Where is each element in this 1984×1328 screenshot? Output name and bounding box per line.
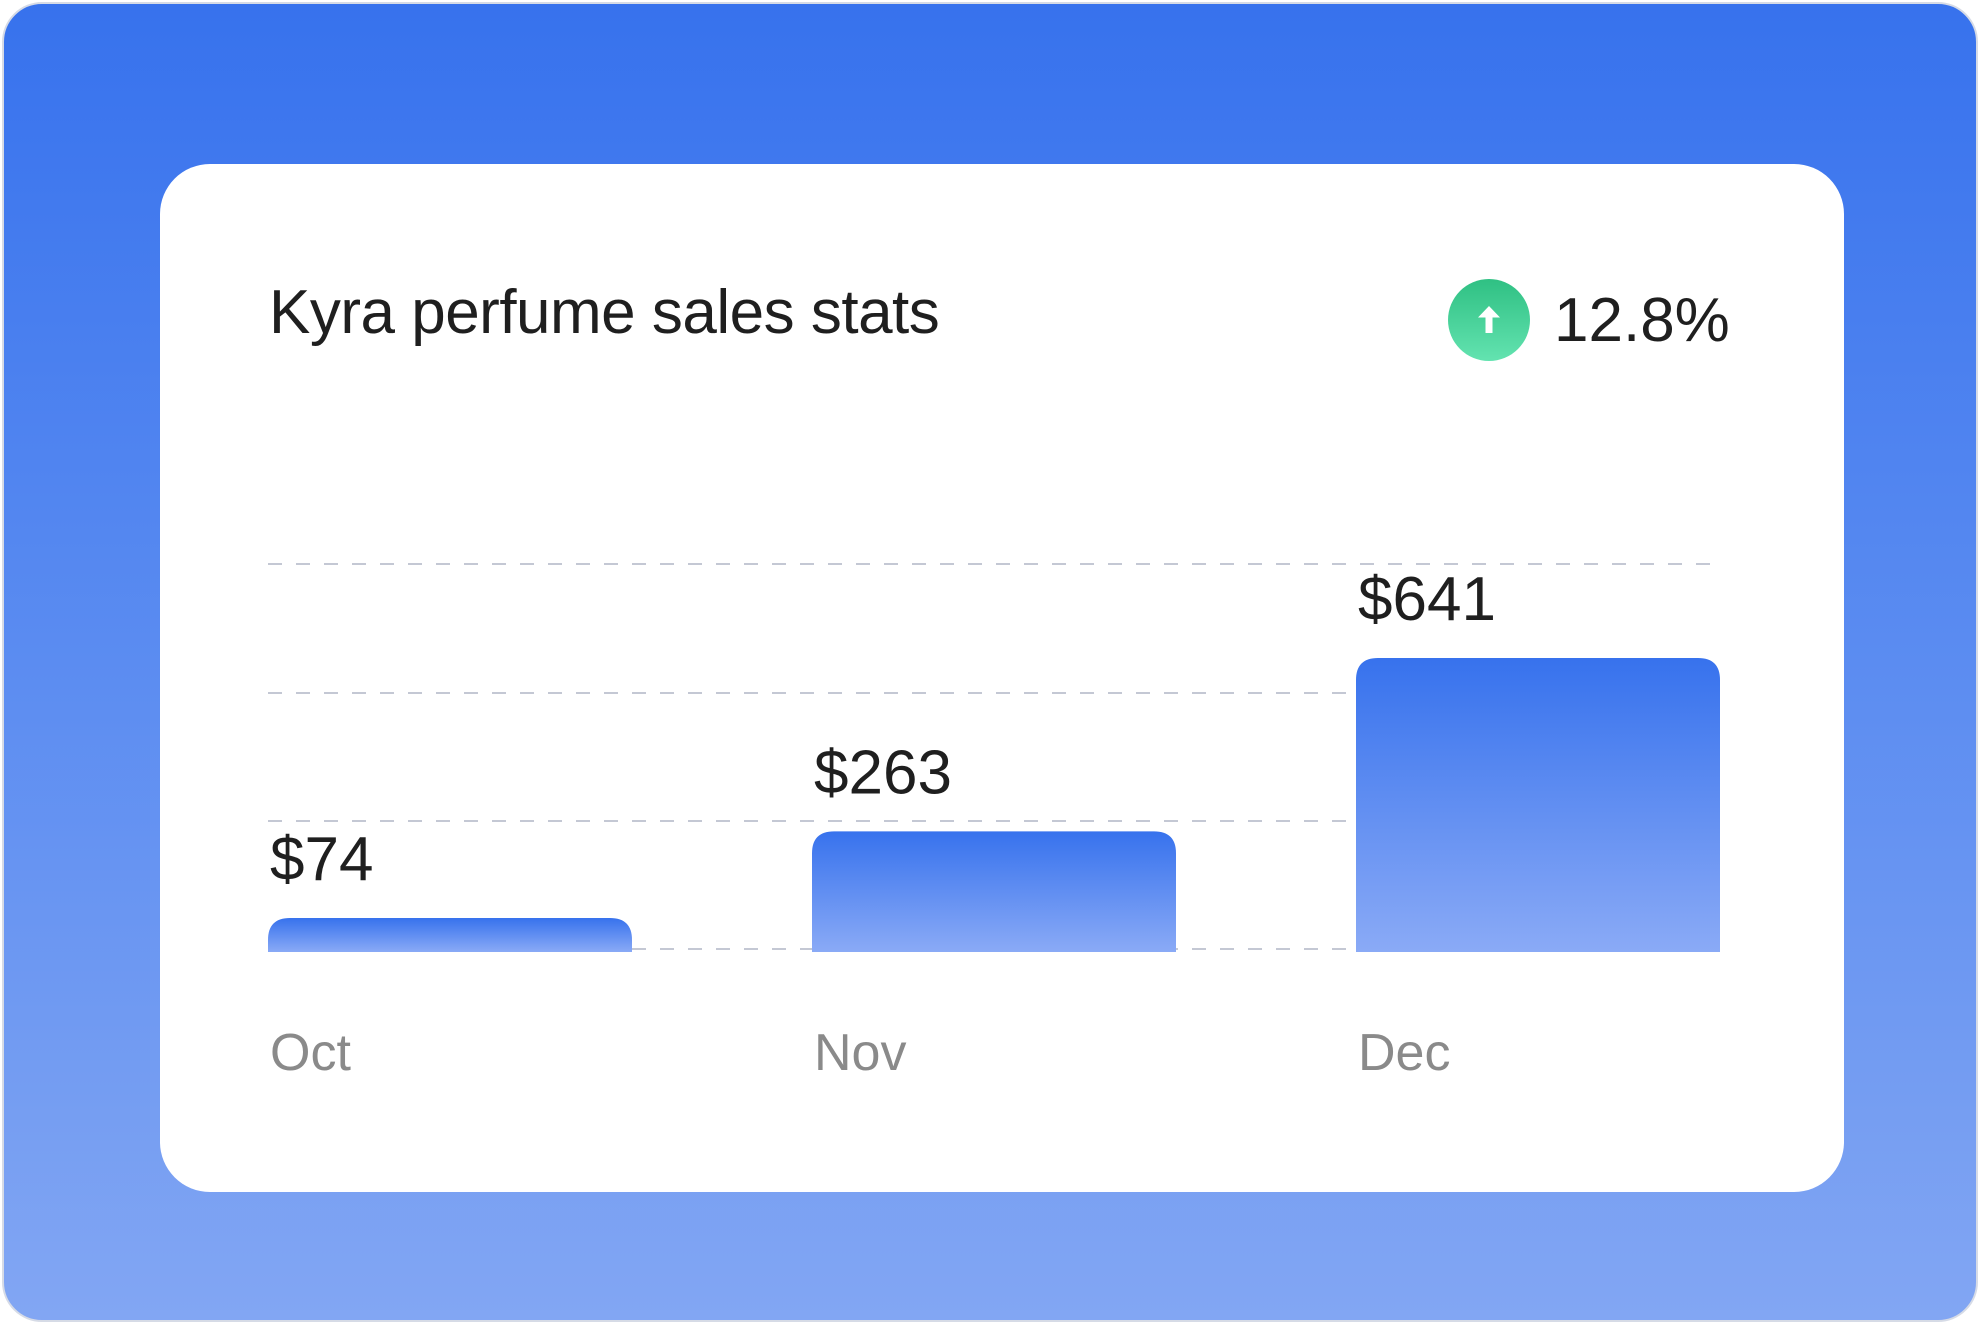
bar-nov bbox=[812, 831, 1176, 952]
label-backdrop bbox=[1352, 565, 1502, 634]
label-backdrop bbox=[808, 738, 958, 808]
value-label-oct: $74 bbox=[270, 825, 373, 894]
bar-chart: $74 $263 $641 Oct Nov Dec bbox=[264, 563, 1720, 1082]
value-labels: $74 $263 $641 bbox=[264, 565, 1502, 895]
bar-dec bbox=[1356, 658, 1720, 952]
value-label-dec: $641 bbox=[1358, 565, 1496, 634]
label-backdrop bbox=[264, 825, 380, 895]
bars bbox=[268, 658, 1720, 952]
category-label-dec: Dec bbox=[1358, 1024, 1450, 1082]
category-label-oct: Oct bbox=[270, 1024, 351, 1082]
stats-card: Kyra perfume sales stats 12.8% $74 $263 $6… bbox=[160, 164, 1844, 1192]
value-label-nov: $263 bbox=[814, 738, 952, 807]
chart-title: Kyra perfume sales stats bbox=[269, 278, 940, 347]
trend-percentage: 12.8% bbox=[1554, 286, 1730, 355]
category-label-nov: Nov bbox=[814, 1024, 906, 1082]
bar-oct bbox=[268, 918, 632, 952]
category-labels: Oct Nov Dec bbox=[270, 1024, 1450, 1082]
arrow-up-icon bbox=[1448, 279, 1530, 361]
